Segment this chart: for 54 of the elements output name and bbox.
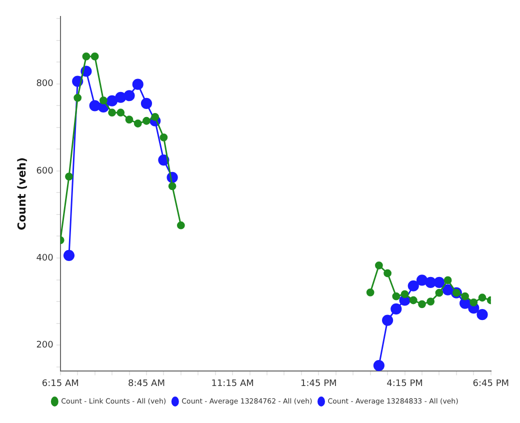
point <box>106 95 118 106</box>
point <box>151 113 160 121</box>
point <box>374 261 383 270</box>
point <box>461 292 469 300</box>
point <box>416 274 428 286</box>
point <box>390 303 402 314</box>
point <box>74 94 82 102</box>
point <box>470 298 478 306</box>
point <box>476 309 488 320</box>
point <box>160 133 168 142</box>
x-tick-label: 8:45 AM <box>128 378 165 389</box>
y-axis-title: Count (veh) <box>15 157 28 230</box>
point <box>63 250 75 261</box>
y-tick-label: 800 <box>36 79 54 90</box>
point <box>125 116 134 124</box>
y-tick-label: 400 <box>36 253 54 264</box>
point <box>115 92 126 103</box>
point <box>478 294 486 302</box>
point <box>434 276 445 288</box>
point <box>90 52 99 60</box>
point <box>408 280 419 292</box>
point <box>134 120 142 128</box>
point <box>373 360 384 372</box>
point <box>425 276 436 288</box>
x-tick-label: 11:15 AM <box>211 378 254 389</box>
point <box>116 108 125 117</box>
point <box>400 290 409 298</box>
y-tick-label: 200 <box>36 340 54 350</box>
point <box>142 116 150 125</box>
point <box>99 96 108 104</box>
point <box>426 298 435 306</box>
point <box>108 108 116 117</box>
point <box>168 182 176 190</box>
x-tick-label: 6:45 PM <box>472 378 509 389</box>
x-tick-label: 4:15 PM <box>386 378 423 389</box>
point <box>89 100 100 112</box>
point <box>132 78 144 90</box>
x-tick-label: 6:15 AM <box>42 378 79 389</box>
point <box>124 90 135 102</box>
point <box>158 154 170 166</box>
point <box>82 52 90 60</box>
point <box>366 288 374 296</box>
point <box>384 269 392 278</box>
point <box>140 98 152 110</box>
point <box>65 172 73 181</box>
point <box>392 292 400 300</box>
point <box>382 314 394 326</box>
point <box>435 288 444 297</box>
point <box>409 296 418 304</box>
point <box>176 221 185 230</box>
point <box>418 300 426 308</box>
x-tick-label: 1:45 PM <box>300 378 337 389</box>
point <box>444 276 452 284</box>
y-tick-label: 600 <box>36 166 54 176</box>
